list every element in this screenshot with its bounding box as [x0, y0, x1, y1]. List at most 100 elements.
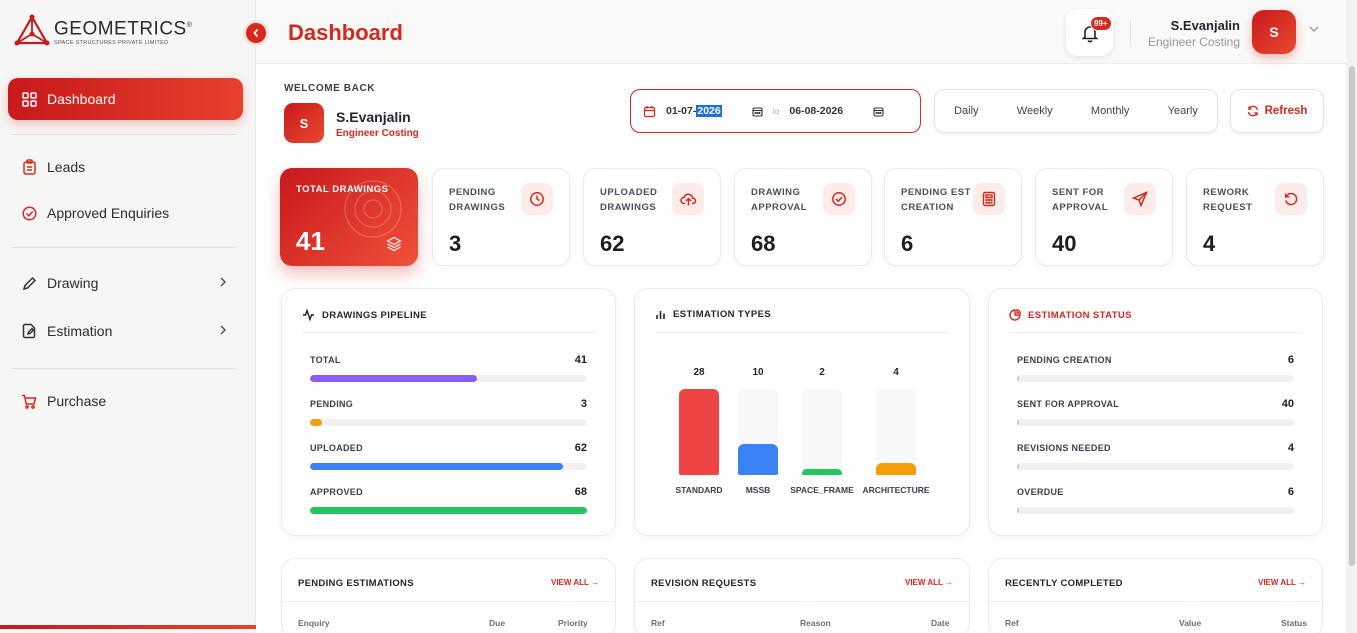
bar-track	[876, 389, 916, 475]
pipeline-progress-track	[310, 463, 587, 470]
sidebar-item-purchase[interactable]: Purchase	[8, 380, 243, 422]
view-all-link[interactable]: VIEW ALL →	[1258, 578, 1306, 587]
page-scrollbar[interactable]	[1346, 0, 1357, 633]
bar-chart-icon	[655, 309, 666, 320]
pipeline-row-label: TOTAL	[310, 355, 341, 365]
brand-name: GEOMETRICS	[54, 18, 187, 40]
page-title: Dashboard	[288, 20, 403, 45]
column-header: Value	[1179, 618, 1202, 628]
sidebar-divider	[12, 134, 237, 135]
header-avatar[interactable]: S	[1252, 10, 1296, 54]
bar-standard[interactable]	[679, 389, 719, 475]
recently-completed-panel: RECENTLY COMPLETED VIEW ALL → Ref Value …	[988, 558, 1323, 633]
stat-card-rework-request[interactable]: REWORK REQUEST 4	[1186, 168, 1324, 266]
stat-card-drawing-approval[interactable]: DRAWING APPROVAL 68	[734, 168, 872, 266]
date-from-year-selected: 2026	[696, 105, 722, 117]
brand-tagline: SPACE STRUCTURES PRIVATE LIMITED	[54, 40, 169, 47]
calendar-small-icon[interactable]	[873, 106, 884, 117]
collapse-sidebar-button[interactable]	[243, 20, 269, 46]
stat-label: PENDING DRAWINGS	[449, 187, 506, 213]
stat-card-pending-drawings[interactable]: PENDING DRAWINGS 3	[432, 168, 570, 266]
sidebar-item-label: Estimation	[47, 323, 113, 339]
bar-track	[802, 389, 842, 475]
date-range-picker[interactable]: 01-07- 2026 to 06-08-2026	[630, 89, 921, 133]
sidebar-item-dashboard[interactable]: Dashboard	[8, 78, 243, 120]
bar-value-label: 2	[819, 367, 825, 378]
sidebar-item-approved-enquiries[interactable]: Approved Enquiries	[8, 192, 243, 234]
status-progress-track	[1017, 463, 1294, 470]
status-progress-fill	[1017, 375, 1019, 382]
estimation-types-panel: ESTIMATION TYPES 28 STANDARD 10 MSSB 2 SPACE_…	[634, 288, 970, 536]
notifications-button[interactable]: 99+	[1066, 9, 1113, 56]
stat-card-pending-est-creation[interactable]: PENDING EST CREATION 6	[884, 168, 1022, 266]
status-progress-fill	[1017, 507, 1019, 514]
ripple-decoration	[344, 180, 402, 238]
status-row-value: 4	[1287, 442, 1294, 454]
sidebar-item-label: Dashboard	[47, 91, 116, 107]
sidebar-item-label: Purchase	[47, 393, 107, 409]
stat-card-sent-for-approval[interactable]: SENT FOR APPROVAL 40	[1035, 168, 1173, 266]
bar-track	[738, 389, 778, 475]
sidebar-item-leads[interactable]: Leads	[8, 146, 243, 188]
pipeline-progress-fill	[310, 375, 477, 382]
panel-title-text: ESTIMATION STATUS	[1028, 309, 1132, 321]
stat-card-total-drawings[interactable]: TOTAL DRAWINGS 41	[280, 168, 418, 266]
status-row-value: 40	[1281, 398, 1294, 410]
stat-value: 6	[901, 231, 914, 256]
panel-divider	[1009, 332, 1302, 333]
chevron-down-icon[interactable]	[1308, 25, 1320, 33]
bar-category-label: MSSB	[745, 485, 771, 495]
status-row-label: OVERDUE	[1017, 487, 1064, 497]
pie-chart-icon	[1009, 309, 1021, 321]
stat-value: 41	[296, 226, 325, 256]
sidebar-item-label: Drawing	[47, 275, 99, 291]
period-weekly-button[interactable]: Weekly	[1016, 105, 1053, 117]
view-all-link[interactable]: VIEW ALL →	[905, 578, 953, 587]
column-header: Ref	[1005, 618, 1019, 628]
pending-estimations-panel: PENDING ESTIMATIONS VIEW ALL → Enquiry D…	[281, 558, 616, 633]
column-header: Enquiry	[298, 618, 330, 628]
status-row-label: REVISIONS NEEDED	[1017, 443, 1111, 453]
header-user-info[interactable]: S.Evanjalin Engineer Costing	[1148, 18, 1240, 49]
calendar-small-icon[interactable]	[752, 106, 763, 117]
period-selector: Daily Weekly Monthly Yearly	[934, 89, 1218, 133]
drawings-pipeline-panel: DRAWINGS PIPELINE TOTAL 41 PENDING 3 UPLOADE…	[281, 288, 616, 536]
stat-card-uploaded-drawings[interactable]: UPLOADED DRAWINGS 62	[583, 168, 721, 266]
sidebar: GEOMETRICS® SPACE STRUCTURES PRIVATE LIM…	[0, 0, 256, 633]
calendar-icon	[643, 105, 656, 117]
chevron-left-icon	[253, 28, 259, 38]
send-icon	[1124, 183, 1156, 215]
date-to-input[interactable]: 06-08-2026	[789, 105, 844, 117]
chevron-right-icon	[220, 325, 227, 335]
date-from-input[interactable]: 01-07- 2026	[666, 105, 722, 117]
period-monthly-button[interactable]: Monthly	[1090, 105, 1130, 117]
period-daily-button[interactable]: Daily	[954, 105, 979, 117]
calculator-icon	[973, 183, 1005, 215]
panel-title: PENDING ESTIMATIONS	[298, 578, 414, 589]
column-header: Due	[489, 618, 506, 628]
panel-title: DRAWINGS PIPELINE	[302, 309, 427, 321]
scrollbar-thumb[interactable]	[1349, 66, 1355, 566]
period-yearly-button[interactable]: Yearly	[1167, 105, 1198, 117]
bar-mssb[interactable]	[738, 444, 778, 475]
refresh-button[interactable]: Refresh	[1230, 89, 1324, 133]
date-from-prefix: 01-07-	[666, 105, 697, 117]
pipeline-progress-fill	[310, 507, 587, 514]
view-all-link[interactable]: VIEW ALL →	[551, 578, 599, 587]
sidebar-item-drawing[interactable]: Drawing	[8, 262, 243, 304]
column-header: Ref	[651, 618, 665, 628]
status-progress-track	[1017, 375, 1294, 382]
bar-space_frame[interactable]	[802, 468, 842, 475]
column-header: Priority	[558, 618, 588, 628]
sidebar-item-estimation[interactable]: Estimation	[8, 310, 243, 352]
pipeline-row-value: 41	[574, 354, 587, 366]
welcome-role: Engineer Costing	[336, 128, 419, 139]
chevron-right-icon	[220, 277, 227, 287]
bar-architecture[interactable]	[876, 462, 916, 475]
pipeline-row-value: 68	[574, 486, 587, 498]
welcome-label: WELCOME BACK	[284, 83, 376, 94]
header-user-name: S.Evanjalin	[1170, 18, 1240, 33]
brand-logo[interactable]: GEOMETRICS® SPACE STRUCTURES PRIVATE LIM…	[14, 14, 192, 48]
panel-title: REVISION REQUESTS	[651, 578, 757, 589]
stat-label: TOTAL DRAWINGS	[296, 184, 389, 195]
